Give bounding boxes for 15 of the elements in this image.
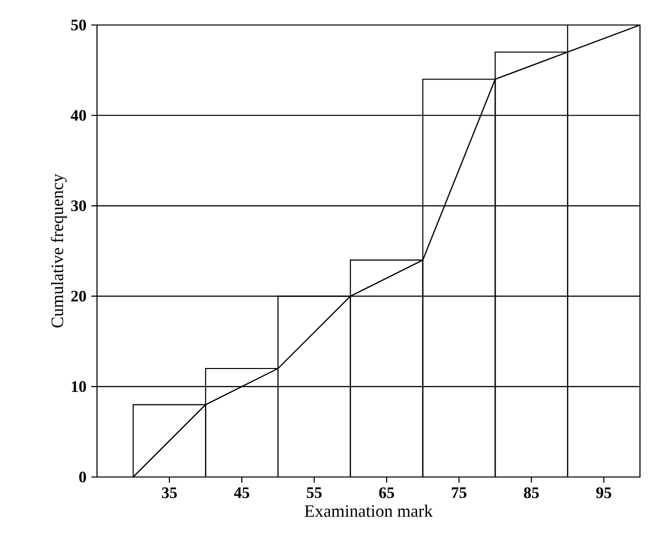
y-tick-label: 50 <box>71 20 86 30</box>
y-tick-label: 10 <box>72 381 86 392</box>
x-tick-label: 35 <box>162 487 177 498</box>
x-tick-label: 85 <box>524 487 539 498</box>
y-tick-label: 20 <box>71 290 86 302</box>
x-tick-label: 55 <box>306 487 322 498</box>
x-tick-label: 75 <box>452 487 466 498</box>
x-tick-label: 95 <box>596 487 612 498</box>
x-axis-title: Examination mark <box>304 504 433 517</box>
y-tick-label: 0 <box>79 472 86 482</box>
y-tick-label: 40 <box>70 110 86 121</box>
y-tick-label: 30 <box>71 200 86 212</box>
y-axis-title: Cumulative frequency <box>50 174 67 328</box>
x-tick-label: 65 <box>379 487 394 498</box>
x-tick-label: 45 <box>234 487 250 498</box>
